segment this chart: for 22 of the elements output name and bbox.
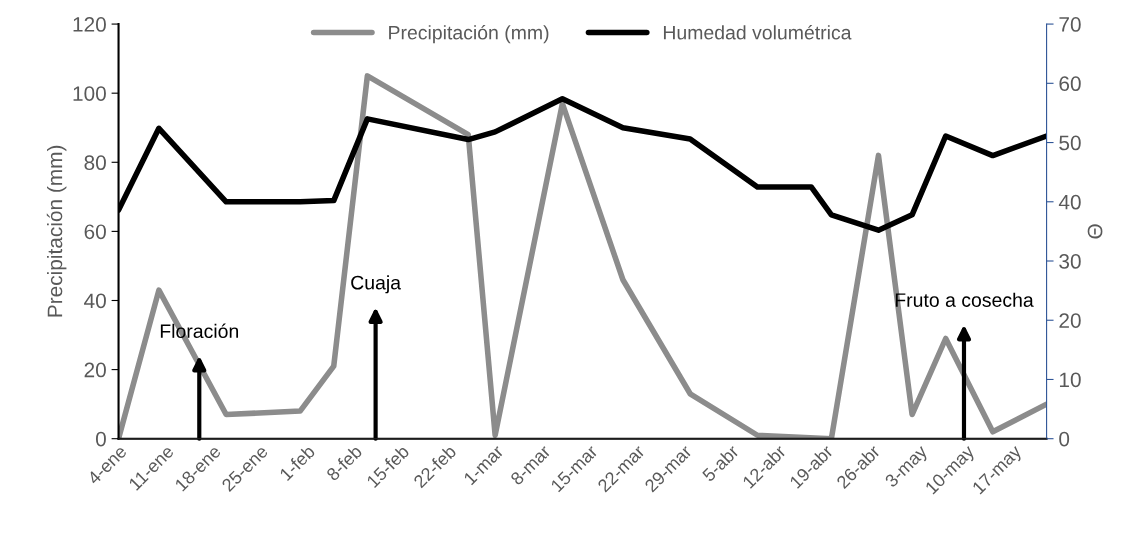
y-tick-label: 0 — [95, 431, 106, 447]
y2-axis-title: Θ — [1087, 224, 1103, 239]
y-tick-label: 100 — [73, 86, 106, 101]
y-tick-label: 120 — [73, 17, 106, 32]
legend-label: Precipitación (mm) — [389, 24, 549, 44]
annotation: Fruto a cosecha — [895, 292, 1034, 307]
y-tick-label: 60 — [84, 224, 106, 240]
y2-tick-label: 20 — [1059, 313, 1081, 328]
y2-tick-label: 50 — [1059, 135, 1081, 151]
legend-label: Humedad volumétrica — [663, 24, 852, 40]
y-axis-title: Precipitación (mm) — [46, 145, 67, 317]
y2-tick-label: 30 — [1059, 254, 1081, 269]
y2-tick-label: 10 — [1059, 372, 1081, 388]
y-tick-label: 40 — [84, 293, 106, 309]
y2-tick-label: 0 — [1059, 431, 1070, 447]
y2-tick-label: 70 — [1059, 17, 1081, 32]
y-tick-label: 20 — [84, 362, 106, 378]
y-tick-label: 80 — [84, 155, 106, 171]
annotation: Cuaja — [351, 275, 402, 294]
y2-tick-label: 40 — [1058, 194, 1081, 210]
y2-tick-label: 60 — [1059, 76, 1081, 92]
annotation: Floración — [160, 323, 239, 339]
